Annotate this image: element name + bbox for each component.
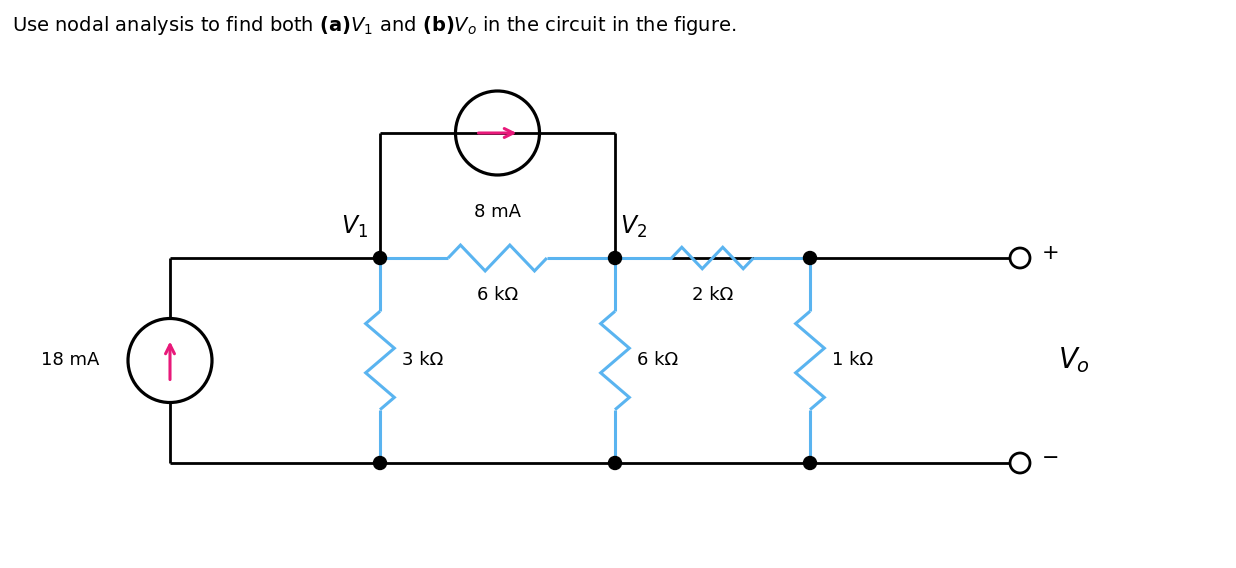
Text: $V_o$: $V_o$: [1058, 345, 1090, 375]
Circle shape: [1010, 248, 1030, 268]
Text: $V_1$: $V_1$: [341, 214, 368, 240]
Circle shape: [608, 457, 622, 470]
Text: 1 kΩ: 1 kΩ: [832, 352, 873, 370]
Circle shape: [803, 252, 817, 265]
Text: $V_2$: $V_2$: [620, 214, 646, 240]
Circle shape: [1010, 453, 1030, 473]
Circle shape: [373, 457, 387, 470]
Text: +: +: [1042, 243, 1059, 263]
Circle shape: [803, 457, 817, 470]
Text: 18 mA: 18 mA: [41, 352, 99, 370]
Text: 6 kΩ: 6 kΩ: [477, 286, 518, 304]
Text: Use nodal analysis to find both $\bf{(a)}$$V_1$ and $\bf{(b)}$$V_o$ in the circu: Use nodal analysis to find both $\bf{(a)…: [12, 15, 737, 37]
Text: 6 kΩ: 6 kΩ: [637, 352, 679, 370]
Circle shape: [373, 252, 387, 265]
Text: 8 mA: 8 mA: [473, 203, 522, 221]
Circle shape: [608, 252, 622, 265]
Text: 2 kΩ: 2 kΩ: [692, 286, 733, 304]
Text: −: −: [1042, 448, 1059, 468]
Text: 3 kΩ: 3 kΩ: [402, 352, 444, 370]
